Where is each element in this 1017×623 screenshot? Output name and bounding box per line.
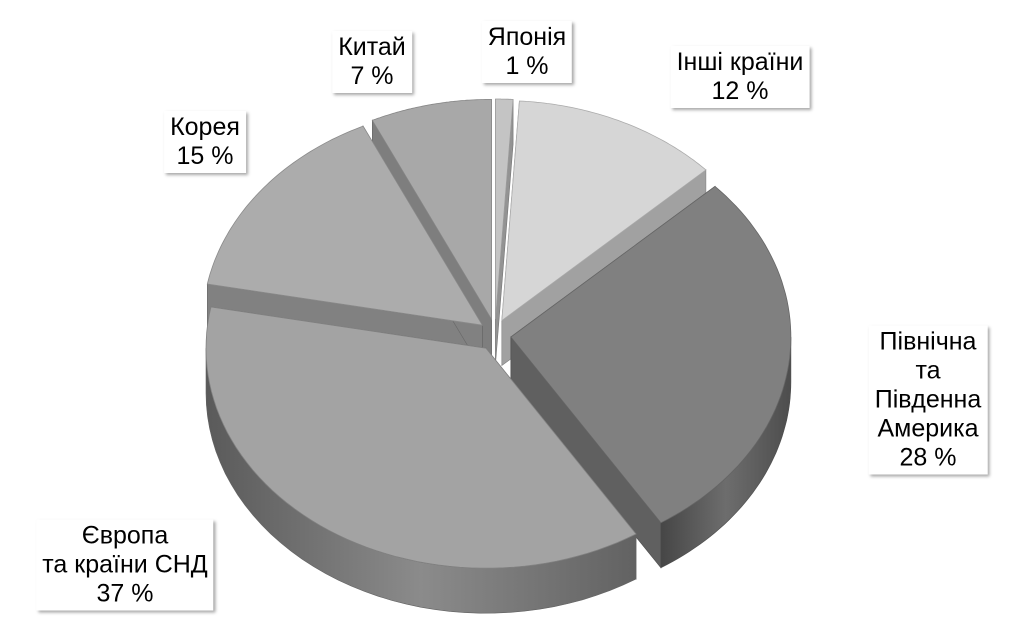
data-label: Китай 7 %: [332, 31, 412, 93]
slice-top: [510, 185, 792, 524]
value-label: 15 %: [176, 142, 234, 170]
slice-top: [371, 99, 492, 321]
value-label: 28 %: [899, 443, 957, 472]
category-label: Китай: [338, 33, 406, 61]
slice-top: [205, 306, 637, 569]
value-label: 37 %: [96, 579, 154, 608]
data-label: Європа та країни СНД 37 %: [36, 519, 214, 611]
data-label: Корея 15 %: [164, 111, 246, 173]
category-label: Інші країни: [676, 48, 804, 76]
slice-top: [495, 98, 514, 320]
data-label: Північна та Південна Америка 28 %: [868, 325, 988, 475]
data-label: Інші країни 12 %: [670, 46, 810, 108]
slice-top: [206, 125, 484, 326]
value-label: 12 %: [711, 77, 769, 105]
category-label: Японія: [487, 23, 567, 51]
value-label: 1 %: [505, 52, 549, 80]
data-label: Японія 1 %: [481, 21, 573, 83]
slice: [205, 306, 637, 614]
slice-top: [501, 100, 707, 322]
slice: [495, 98, 514, 365]
category-label: Північна та Південна Америка: [874, 327, 982, 443]
slice: [510, 185, 792, 569]
value-label: 7 %: [350, 62, 394, 90]
category-label: Корея: [170, 113, 240, 141]
category-label: Європа та країни СНД: [42, 521, 208, 579]
